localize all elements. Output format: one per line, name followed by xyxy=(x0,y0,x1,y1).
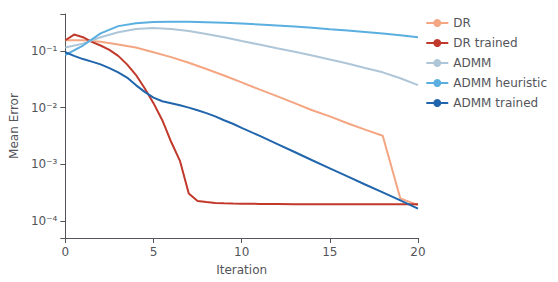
svg-text:DR: DR xyxy=(453,16,471,30)
svg-text:Iteration: Iteration xyxy=(216,263,267,277)
svg-text:20: 20 xyxy=(410,245,425,259)
svg-text:10⁻¹: 10⁻¹ xyxy=(31,44,58,58)
svg-text:ADMM: ADMM xyxy=(453,56,491,70)
svg-text:10⁻³: 10⁻³ xyxy=(31,157,58,171)
svg-text:ADMM trained: ADMM trained xyxy=(453,96,538,110)
svg-text:5: 5 xyxy=(150,245,158,259)
svg-text:10⁻⁴: 10⁻⁴ xyxy=(31,214,58,228)
svg-text:0: 0 xyxy=(61,245,69,259)
svg-text:15: 15 xyxy=(322,245,337,259)
svg-text:10: 10 xyxy=(234,245,249,259)
svg-text:Mean Error: Mean Error xyxy=(7,93,21,159)
svg-text:10⁻²: 10⁻² xyxy=(31,101,58,115)
svg-text:ADMM heuristic: ADMM heuristic xyxy=(453,76,547,90)
svg-text:DR trained: DR trained xyxy=(453,36,517,50)
